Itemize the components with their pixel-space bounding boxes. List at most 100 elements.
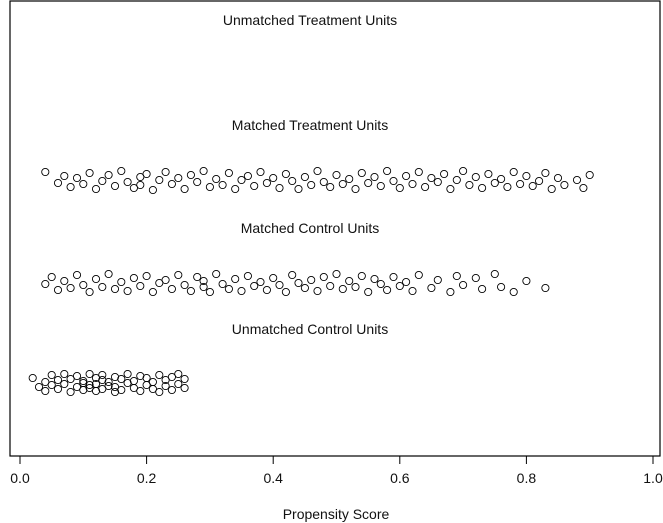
- data-points: [28, 166, 594, 397]
- data-point: [85, 168, 94, 178]
- data-point: [110, 181, 120, 191]
- data-point: [186, 286, 195, 296]
- data-point: [281, 287, 290, 297]
- data-point: [167, 179, 176, 189]
- data-point: [148, 185, 157, 195]
- data-point: [357, 168, 366, 178]
- data-point: [136, 180, 145, 190]
- data-point: [34, 382, 44, 392]
- data-point: [47, 272, 56, 282]
- data-point: [167, 372, 176, 382]
- data-point: [180, 374, 189, 384]
- data-point: [484, 169, 493, 179]
- data-point: [326, 182, 335, 192]
- data-point: [66, 387, 75, 397]
- data-point: [142, 373, 151, 383]
- data-point: [319, 177, 328, 187]
- data-point: [79, 280, 88, 290]
- data-point: [47, 370, 56, 380]
- data-point: [433, 275, 442, 285]
- data-point: [585, 170, 594, 180]
- data-point: [104, 377, 113, 387]
- data-point: [123, 177, 132, 187]
- data-point: [433, 177, 442, 187]
- data-point: [535, 176, 544, 186]
- data-point: [294, 184, 303, 194]
- data-point: [98, 370, 107, 380]
- data-point: [522, 171, 531, 181]
- data-point: [174, 379, 183, 389]
- data-point: [110, 284, 120, 294]
- data-point: [104, 170, 113, 180]
- data-point: [224, 284, 233, 294]
- data-point: [72, 270, 82, 280]
- data-point: [98, 282, 107, 292]
- data-point: [395, 183, 404, 193]
- data-point: [72, 371, 82, 381]
- data-point: [41, 377, 50, 387]
- data-point: [364, 178, 373, 188]
- data-point: [541, 168, 550, 178]
- data-point: [85, 287, 94, 297]
- x-tick-label: 0.8: [517, 470, 537, 486]
- data-point: [541, 283, 550, 293]
- data-point: [174, 270, 183, 280]
- data-point: [155, 175, 164, 185]
- data-point: [218, 180, 227, 190]
- data-point: [98, 176, 107, 186]
- data-point: [497, 174, 506, 184]
- data-point: [224, 168, 233, 178]
- data-point: [338, 284, 347, 294]
- data-point: [199, 276, 208, 286]
- data-point: [53, 375, 63, 385]
- data-point: [53, 178, 63, 188]
- data-point: [237, 175, 246, 185]
- data-point: [91, 379, 101, 389]
- data-point: [123, 286, 132, 296]
- data-point: [503, 182, 512, 192]
- data-point: [275, 280, 284, 290]
- data-point: [60, 369, 69, 379]
- data-point: [326, 281, 335, 291]
- data-point: [262, 178, 271, 188]
- data-point: [313, 166, 322, 176]
- x-tick-label: 0.2: [137, 470, 157, 486]
- data-point: [66, 283, 75, 293]
- data-point: [522, 276, 531, 286]
- data-point: [155, 387, 164, 397]
- data-point: [117, 385, 126, 395]
- data-point: [148, 287, 157, 297]
- data-point: [167, 284, 176, 294]
- data-point: [370, 274, 379, 284]
- data-point: [281, 169, 290, 179]
- data-point: [471, 273, 480, 283]
- data-point: [471, 172, 480, 182]
- data-point: [41, 386, 50, 396]
- data-point: [193, 177, 202, 187]
- data-point: [85, 369, 94, 379]
- data-point: [338, 179, 347, 189]
- data-point: [186, 170, 195, 180]
- data-point: [288, 270, 297, 280]
- data-point: [180, 184, 189, 194]
- data-point: [300, 283, 309, 293]
- data-point: [53, 384, 63, 394]
- data-point: [212, 269, 221, 279]
- data-point: [269, 173, 278, 183]
- data-point: [307, 180, 316, 190]
- data-point: [269, 273, 278, 283]
- x-tick-label: 1.0: [643, 470, 663, 486]
- data-point: [28, 373, 37, 383]
- group-label: Matched Control Units: [241, 220, 380, 236]
- data-point: [85, 380, 94, 390]
- data-point: [389, 176, 398, 186]
- data-point: [180, 280, 189, 290]
- data-point: [414, 270, 423, 280]
- data-point: [41, 167, 50, 177]
- x-axis-title: Propensity Score: [283, 506, 390, 522]
- data-point: [332, 269, 341, 279]
- x-tick-label: 0.0: [10, 470, 30, 486]
- data-point: [497, 282, 506, 292]
- data-point: [117, 277, 126, 287]
